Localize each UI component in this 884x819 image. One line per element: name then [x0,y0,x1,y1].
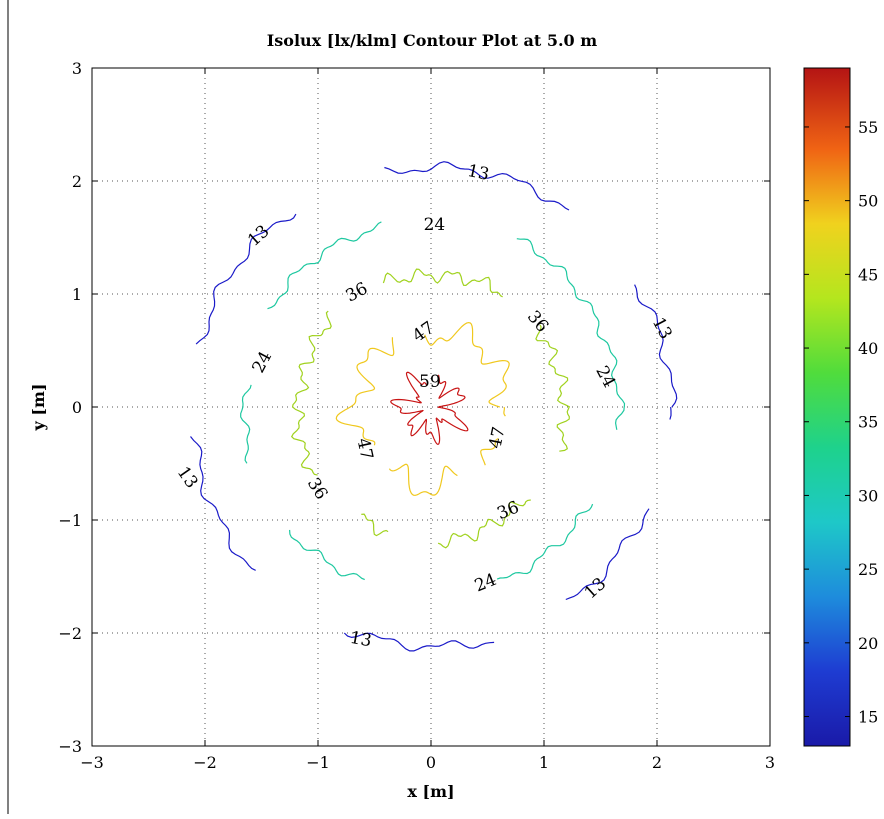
contour-line-13 [195,213,297,345]
contour-line-59 [437,374,466,408]
colorbar-gradient [803,67,851,747]
grid-lines [92,68,770,746]
contour-line-24 [289,529,365,581]
contour-line-24 [614,406,625,430]
contour-line-47 [480,437,499,466]
colorbar-tick-label: 50 [858,192,878,211]
x-tick-label: 3 [765,753,775,772]
colorbar-tick-label: 20 [858,634,878,653]
contour-lines [190,161,678,652]
contour-line-13 [634,284,678,408]
colorbar-tick-label: 35 [858,413,878,432]
y-tick-label: 3 [72,59,82,78]
contour-label: 59 [419,372,441,392]
colorbar-tick-label: 40 [858,339,878,358]
y-tick-label: 1 [72,285,82,304]
y-axis-label: y [m] [29,384,48,432]
colorbar-ticks: 15 20 25 30 35 40 45 50 55 [804,118,878,727]
contour-label: 47 [485,425,509,450]
contour-line-13 [343,632,495,652]
contour-line-59 [390,371,469,445]
x-tick-label: 1 [539,753,549,772]
contour-line-24 [240,384,252,464]
contour-label: 13 [348,628,373,651]
contour-line-24 [516,238,626,408]
contour-line-36 [535,324,571,408]
contour-line-36 [382,268,503,298]
y-tick-label: 0 [72,398,82,417]
axis-ticks [91,67,771,747]
contour-line-47 [335,337,395,446]
contour-line-36 [361,513,389,537]
colorbar-tick-label: 55 [858,118,878,137]
contour-line-36 [556,406,570,452]
contour-line-24 [267,221,382,310]
contour-label: 13 [466,161,491,185]
contour-line-24 [496,503,594,580]
y-tick-label: 2 [72,172,82,191]
chart-title: Isolux [lx/klm] Contour Plot at 5.0 m [267,31,597,50]
y-tick-label: −3 [58,737,82,756]
contour-line-47 [503,406,506,417]
colorbar-tick-label: 15 [858,708,878,727]
x-tick-label: −1 [306,753,330,772]
x-tick-label: −2 [193,753,217,772]
y-tick-label: −2 [58,624,82,643]
contour-line-13 [565,508,650,601]
y-tick-label: −1 [58,511,82,530]
colorbar: 15 20 25 30 35 40 45 50 55 [803,67,878,747]
contour-line-13 [190,436,256,571]
contour-label: 47 [352,436,376,461]
contour-line-13 [384,161,570,211]
x-tick-label: 2 [652,753,662,772]
contour-line-36 [290,310,332,476]
contour-line-47 [388,463,458,496]
colorbar-tick-label: 30 [858,486,878,505]
colorbar-tick-label: 25 [858,560,878,579]
x-tick-label: 0 [426,753,436,772]
x-tick-label: −3 [80,753,104,772]
contour-label: 24 [424,215,446,235]
contour-line-47 [424,321,510,408]
colorbar-tick-label: 45 [858,265,878,284]
contour-line-36 [437,499,531,549]
contour-line-13 [669,406,672,420]
x-axis-label: x [m] [407,782,454,801]
